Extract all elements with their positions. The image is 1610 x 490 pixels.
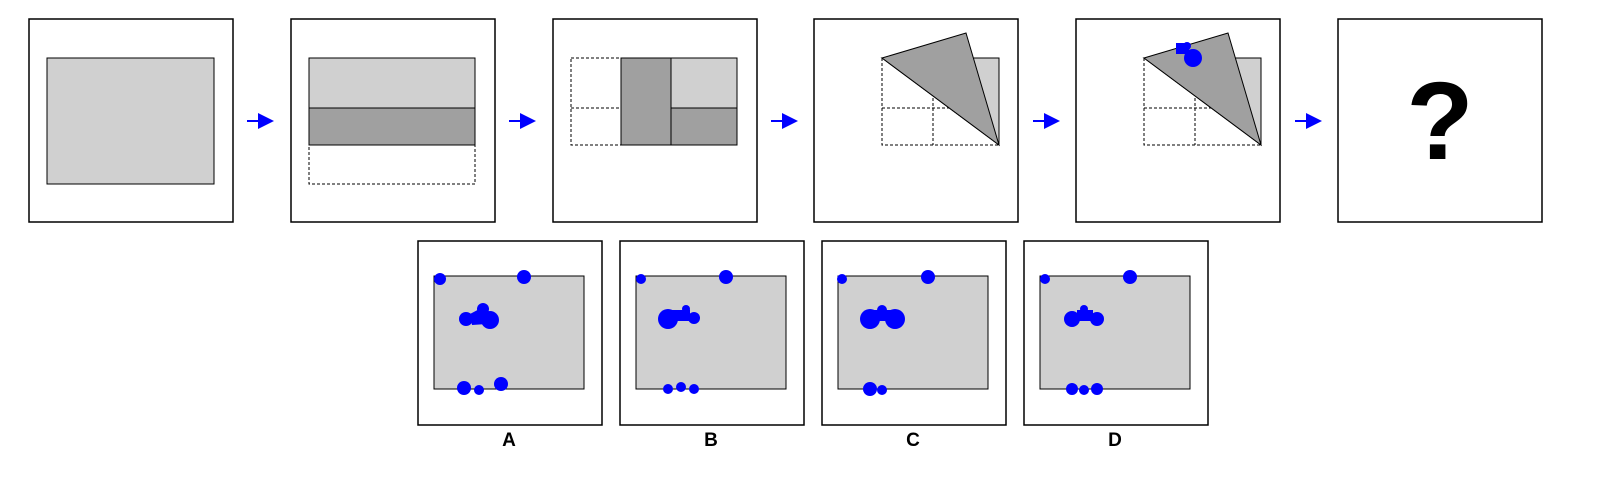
punched-hole [1176,42,1202,67]
step-3-panel [552,18,758,223]
option-b-holes [636,270,733,394]
option-c-label[interactable]: C [906,430,920,451]
step-1-panel [28,18,234,223]
option-c-holes [837,270,935,396]
option-a-panel[interactable] [417,240,603,426]
option-d-holes [1040,270,1137,395]
step-5-panel [1075,18,1281,223]
option-a-label[interactable]: A [502,430,516,451]
option-d-label[interactable]: D [1108,430,1122,451]
option-c-panel[interactable] [821,240,1007,426]
question-panel: ? [1337,18,1543,223]
option-d-panel[interactable] [1023,240,1209,426]
step-2-panel [290,18,496,223]
option-a-holes [434,270,531,395]
step-4-panel [813,18,1019,223]
question-mark: ? [1406,60,1473,183]
option-b-panel[interactable] [619,240,805,426]
option-b-label[interactable]: B [704,430,718,451]
